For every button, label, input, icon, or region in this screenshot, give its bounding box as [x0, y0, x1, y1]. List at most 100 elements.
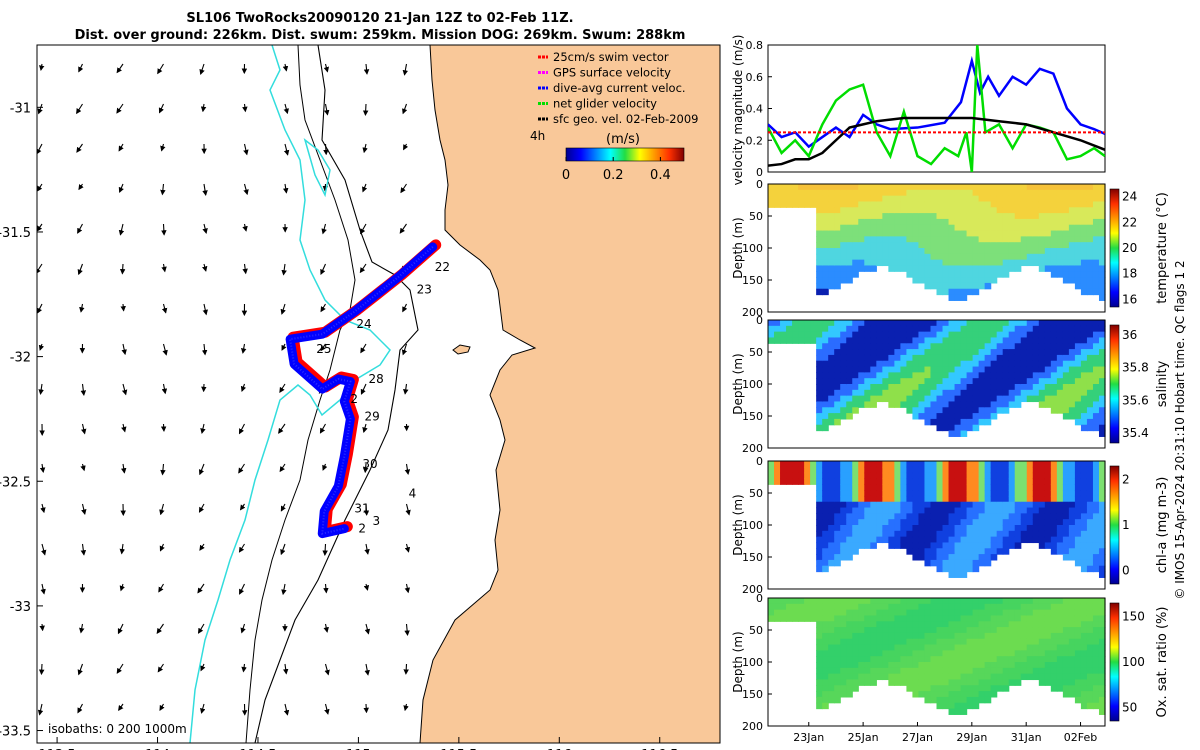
section-cell	[876, 224, 883, 232]
section-cell	[828, 320, 835, 327]
section-cell	[828, 366, 835, 373]
section-cell	[930, 384, 938, 391]
section-cell	[1008, 201, 1016, 208]
section-cell	[840, 271, 847, 278]
section-cell	[1020, 360, 1028, 368]
section-cell	[984, 218, 992, 226]
section-cell	[906, 259, 914, 267]
section-cell	[984, 265, 992, 272]
section-cell	[942, 559, 950, 567]
section-cell	[1050, 218, 1058, 226]
section-cell	[1068, 662, 1076, 669]
section-cell	[984, 513, 992, 520]
section-cell	[972, 337, 980, 344]
section-cell	[852, 189, 859, 197]
section-cell	[840, 343, 847, 350]
section-cell	[972, 378, 980, 385]
section-cell	[840, 615, 847, 622]
section-cell	[1068, 253, 1076, 261]
section-cell	[816, 554, 823, 561]
geostrophic-arrow	[119, 263, 126, 275]
section-cell	[1080, 519, 1088, 526]
section-cell	[1062, 413, 1070, 420]
section-cell	[1044, 501, 1052, 509]
section-cell	[984, 242, 992, 249]
section-cell	[1080, 230, 1088, 237]
section-cell	[882, 673, 889, 681]
section-cell	[1086, 536, 1094, 544]
geostrophic-arrow	[364, 663, 370, 676]
section-cell	[1074, 378, 1082, 385]
section-cell	[1098, 632, 1106, 640]
section-cell	[1020, 354, 1028, 362]
section-cell	[900, 354, 908, 362]
section-cell	[828, 401, 835, 408]
section-cell	[1080, 650, 1088, 657]
section-cell	[876, 320, 883, 327]
section-cell	[966, 395, 974, 403]
section-cell	[846, 372, 853, 379]
section-cell	[1032, 384, 1040, 391]
section-y-tick-label: 0	[756, 314, 763, 327]
section-cell	[810, 195, 817, 203]
section-cell	[954, 478, 962, 485]
section-cell	[822, 615, 829, 622]
time-x-tick-label: 02Feb	[1064, 731, 1097, 744]
section-cell	[930, 667, 938, 675]
section-cell	[816, 184, 823, 191]
section-cell	[912, 331, 920, 339]
section-cell	[942, 354, 950, 362]
section-cell	[840, 548, 847, 555]
section-cell	[792, 201, 799, 208]
section-cell	[942, 530, 950, 538]
section-cell	[1074, 530, 1082, 538]
section-cell	[1050, 542, 1058, 549]
section-cell	[846, 615, 853, 622]
section-cell	[1080, 207, 1088, 214]
section-cell	[900, 490, 908, 497]
section-cell	[840, 513, 847, 520]
section-cell	[966, 673, 974, 681]
section-cell	[912, 650, 920, 657]
section-cell	[858, 372, 865, 379]
section-cell	[1044, 195, 1052, 203]
section-cell	[822, 354, 829, 362]
section-cell	[978, 265, 986, 272]
section-cell	[954, 650, 962, 657]
section-cell	[1062, 519, 1070, 526]
section-cell	[978, 407, 986, 414]
section-cell	[978, 413, 986, 420]
section-cell	[972, 621, 980, 628]
section-cell	[966, 536, 974, 544]
section-cell	[978, 189, 986, 197]
section-cell	[930, 495, 938, 503]
section-cell	[984, 466, 992, 474]
section-cell	[894, 360, 901, 368]
section-cell	[1074, 609, 1082, 617]
section-cell	[1002, 389, 1010, 397]
map-frame	[36, 44, 721, 744]
section-cell	[984, 189, 992, 197]
geostrophic-arrow	[200, 663, 206, 672]
section-cell	[984, 230, 992, 237]
section-cell	[1020, 615, 1028, 622]
section-cell	[978, 696, 986, 704]
section-cell	[858, 224, 865, 232]
section-cell	[1080, 685, 1088, 692]
section-cell	[1068, 644, 1076, 651]
section-cell	[822, 331, 829, 339]
section-cell	[1044, 598, 1052, 605]
geostrophic-arrow	[158, 103, 164, 114]
section-cell	[828, 271, 835, 278]
section-cell	[912, 242, 920, 249]
section-cell	[870, 542, 877, 549]
section-cell	[936, 673, 944, 681]
section-cell	[942, 389, 950, 397]
section-cell	[936, 360, 944, 368]
section-cell	[798, 201, 805, 208]
section-cell	[984, 395, 992, 403]
section-cell	[834, 673, 841, 681]
section-cell	[840, 265, 847, 272]
section-cell	[978, 536, 986, 544]
section-cell	[822, 627, 829, 634]
